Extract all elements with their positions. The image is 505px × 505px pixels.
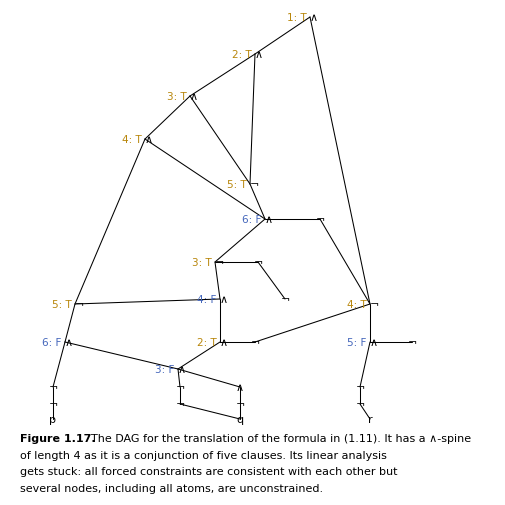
- Text: 5: F: 5: F: [347, 337, 369, 347]
- Text: ¬: ¬: [280, 294, 289, 305]
- Text: ¬: ¬: [355, 382, 364, 392]
- Text: ¬: ¬: [355, 399, 364, 409]
- Text: ¬: ¬: [253, 258, 262, 268]
- Text: 5: T: 5: T: [227, 180, 249, 189]
- Text: ∧: ∧: [220, 337, 228, 347]
- Text: ¬: ¬: [249, 180, 259, 189]
- Text: q: q: [236, 414, 243, 424]
- Text: 6: F: 6: F: [42, 337, 65, 347]
- Text: ∧: ∧: [189, 92, 198, 102]
- Text: 3: T: 3: T: [167, 92, 189, 102]
- Text: Figure 1.17.: Figure 1.17.: [20, 433, 95, 443]
- Text: 3: T: 3: T: [191, 258, 215, 268]
- Text: ¬: ¬: [48, 399, 58, 409]
- Text: 5: T: 5: T: [52, 299, 75, 310]
- Text: ¬: ¬: [235, 399, 244, 409]
- Text: ∧: ∧: [178, 364, 186, 374]
- Text: 1: T: 1: T: [286, 13, 310, 23]
- Text: ¬: ¬: [407, 337, 416, 347]
- Text: ¬: ¬: [48, 382, 58, 392]
- Text: gets stuck: all forced constraints are consistent with each other but: gets stuck: all forced constraints are c…: [20, 466, 397, 476]
- Text: ¬: ¬: [369, 299, 379, 310]
- Text: ∧: ∧: [65, 337, 73, 347]
- Text: 4: T: 4: T: [122, 135, 145, 145]
- Text: of length 4 as it is a conjunction of five clauses. Its linear analysis: of length 4 as it is a conjunction of fi…: [20, 449, 386, 460]
- Text: ∧: ∧: [369, 337, 377, 347]
- Text: ∧: ∧: [220, 294, 228, 305]
- Text: ∧: ∧: [255, 50, 263, 60]
- Text: ¬: ¬: [315, 215, 324, 225]
- Text: ¬: ¬: [250, 337, 259, 347]
- Text: 2: T: 2: T: [196, 337, 220, 347]
- Text: r: r: [367, 414, 372, 424]
- Text: 4: T: 4: T: [346, 299, 369, 310]
- Text: 2: T: 2: T: [231, 50, 255, 60]
- Text: ¬: ¬: [75, 299, 84, 310]
- Text: ∧: ∧: [235, 382, 243, 392]
- Text: ¬: ¬: [175, 399, 184, 409]
- Text: several nodes, including all atoms, are unconstrained.: several nodes, including all atoms, are …: [20, 483, 323, 493]
- Text: ∧: ∧: [145, 135, 153, 145]
- Text: p: p: [49, 414, 57, 424]
- Text: ∧: ∧: [265, 215, 273, 225]
- Text: ¬: ¬: [215, 258, 224, 268]
- Text: ¬: ¬: [175, 382, 184, 392]
- Text: The DAG for the translation of the formula in (1.11). It has a ∧-spine: The DAG for the translation of the formu…: [90, 433, 470, 443]
- Text: 3: F: 3: F: [155, 364, 178, 374]
- Text: ∧: ∧: [310, 13, 318, 23]
- Text: 6: F: 6: F: [242, 215, 265, 225]
- Text: 4: F: 4: F: [197, 294, 220, 305]
